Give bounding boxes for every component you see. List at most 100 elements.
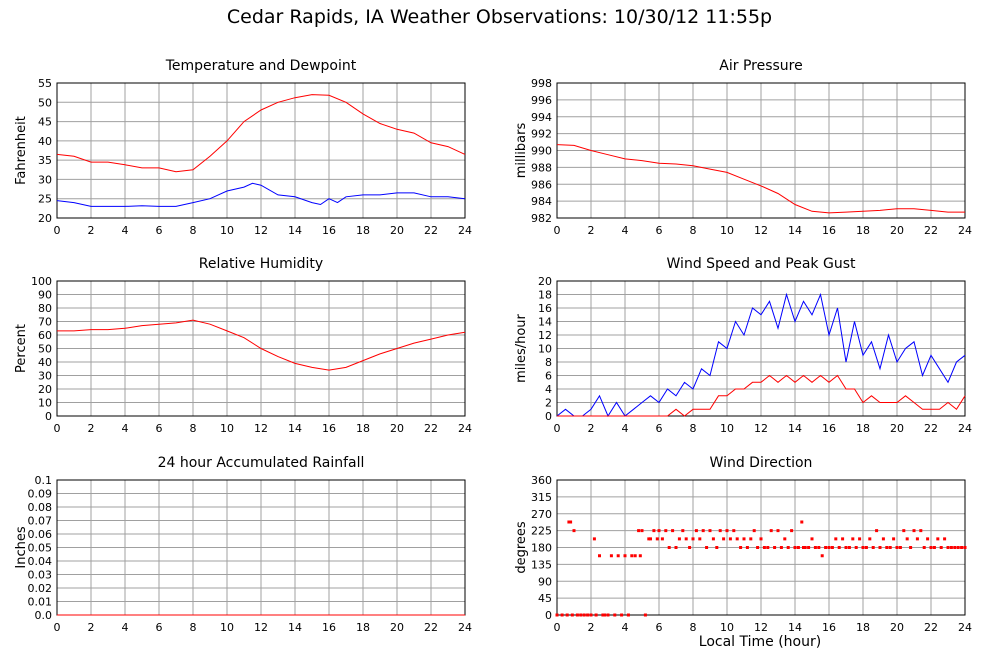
y-tick-label: 998 bbox=[531, 77, 552, 90]
x-tick-label: 18 bbox=[356, 422, 370, 435]
data-point bbox=[603, 613, 607, 617]
data-point bbox=[881, 537, 885, 541]
data-point bbox=[946, 546, 950, 549]
y-tick-label: 20 bbox=[538, 275, 552, 288]
x-tick-label: 14 bbox=[788, 224, 802, 237]
x-tick-label: 22 bbox=[924, 224, 938, 237]
x-tick-label: 10 bbox=[720, 621, 734, 634]
data-point bbox=[851, 537, 855, 541]
data-point bbox=[885, 546, 889, 549]
data-point bbox=[807, 546, 811, 549]
y-tick-label: 100 bbox=[31, 275, 52, 288]
plot-frame bbox=[556, 280, 966, 417]
y-tick-label: 90 bbox=[538, 575, 552, 588]
data-point bbox=[827, 546, 831, 549]
data-point bbox=[560, 613, 564, 617]
data-point bbox=[844, 546, 848, 549]
data-point bbox=[643, 613, 647, 617]
data-point bbox=[773, 546, 777, 549]
data-point bbox=[864, 546, 868, 549]
data-point bbox=[786, 546, 790, 549]
y-tick-label: 50 bbox=[38, 96, 52, 109]
y-tick-label: 30 bbox=[38, 173, 52, 186]
y-tick-label: 70 bbox=[38, 316, 52, 329]
chart-title: Relative Humidity bbox=[199, 256, 323, 272]
x-tick-label: 22 bbox=[424, 621, 438, 634]
y-tick-label: 0.01 bbox=[28, 596, 53, 609]
data-point bbox=[657, 529, 661, 533]
data-point bbox=[868, 537, 872, 541]
x-tick-label: 22 bbox=[924, 621, 938, 634]
data-point bbox=[932, 546, 936, 549]
x-tick-label: 2 bbox=[588, 422, 595, 435]
x-tick-label: 10 bbox=[720, 422, 734, 435]
data-point bbox=[800, 520, 804, 524]
data-point bbox=[759, 537, 763, 541]
data-point bbox=[949, 546, 953, 549]
x-tick-label: 20 bbox=[890, 621, 904, 634]
x-tick-label: 6 bbox=[656, 224, 663, 237]
data-point bbox=[637, 529, 641, 533]
y-axis-label: millibars bbox=[514, 123, 529, 179]
x-tick-label: 4 bbox=[622, 224, 629, 237]
chart-title: Wind Direction bbox=[710, 455, 813, 471]
x-tick-label: 20 bbox=[890, 422, 904, 435]
x-tick-label: 2 bbox=[88, 422, 95, 435]
plot-frame bbox=[56, 82, 466, 219]
data-point bbox=[698, 537, 702, 541]
plot-frame bbox=[556, 82, 966, 219]
x-tick-label: 8 bbox=[690, 224, 697, 237]
data-point bbox=[871, 546, 875, 549]
data-point bbox=[943, 537, 947, 541]
data-point bbox=[749, 537, 753, 541]
data-point bbox=[802, 546, 805, 549]
data-point bbox=[722, 537, 726, 541]
series-line-1 bbox=[557, 374, 966, 417]
x-tick-label: 16 bbox=[322, 621, 336, 634]
data-point bbox=[960, 546, 964, 549]
y-tick-label: 180 bbox=[531, 542, 552, 555]
x-tick-label: 18 bbox=[356, 224, 370, 237]
data-point bbox=[739, 546, 743, 549]
data-point bbox=[834, 537, 838, 541]
x-tick-label: 24 bbox=[958, 224, 972, 237]
x-tick-label: 20 bbox=[390, 621, 404, 634]
x-tick-label: 0 bbox=[54, 621, 61, 634]
x-tick-label: 8 bbox=[190, 621, 197, 634]
data-point bbox=[681, 529, 685, 533]
data-point bbox=[915, 537, 919, 541]
x-tick-label: 18 bbox=[356, 621, 370, 634]
chart-title: 24 hour Accumulated Rainfall bbox=[158, 455, 365, 471]
data-point bbox=[861, 546, 865, 549]
y-tick-label: 80 bbox=[38, 302, 52, 315]
x-tick-label: 10 bbox=[220, 621, 234, 634]
y-tick-label: 4 bbox=[545, 383, 552, 396]
data-point bbox=[649, 537, 652, 541]
data-point bbox=[878, 546, 882, 549]
x-tick-label: 12 bbox=[754, 621, 768, 634]
data-point bbox=[813, 546, 817, 549]
y-tick-label: 8 bbox=[545, 356, 552, 369]
y-tick-label: 2 bbox=[545, 397, 552, 410]
x-tick-label: 22 bbox=[424, 224, 438, 237]
x-tick-label: 24 bbox=[458, 422, 472, 435]
series-line-1 bbox=[56, 182, 466, 207]
y-tick-label: 986 bbox=[531, 178, 552, 191]
data-point bbox=[718, 529, 722, 533]
x-tick-label: 2 bbox=[88, 224, 95, 237]
data-point bbox=[779, 546, 783, 549]
x-tick-label: 14 bbox=[288, 224, 302, 237]
chart-title: Temperature and Dewpoint bbox=[165, 58, 357, 74]
data-point bbox=[725, 529, 729, 533]
y-tick-label: 45 bbox=[38, 116, 52, 129]
x-tick-label: 4 bbox=[122, 422, 129, 435]
y-tick-label: 90 bbox=[38, 289, 52, 302]
y-tick-label: 50 bbox=[38, 343, 52, 356]
data-point bbox=[912, 529, 916, 533]
data-point bbox=[652, 529, 656, 533]
data-point bbox=[762, 546, 766, 549]
